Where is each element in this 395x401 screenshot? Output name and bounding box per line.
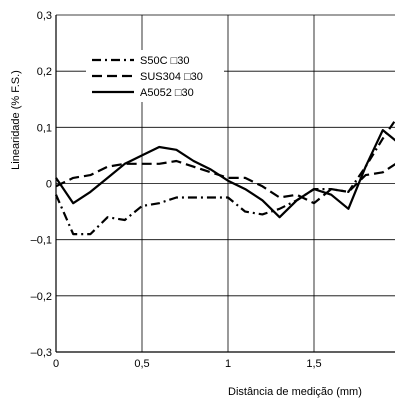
x-axis-label: Distância de medição (mm) — [228, 386, 362, 398]
y-tick-label: –0,1 — [31, 235, 52, 247]
series-lines — [54, 118, 395, 236]
x-tick-label: 0,5 — [134, 358, 149, 370]
series-line-2 — [55, 159, 395, 205]
x-tick-label: 1 — [225, 358, 231, 370]
legend: S50C □30 SUS304 □30 A5052 □30 — [86, 50, 224, 102]
legend-label-3: A5052 □30 — [140, 87, 194, 99]
series-line-1 — [54, 118, 395, 236]
plot-frame — [55, 15, 395, 353]
legend-label-1: S50C □30 — [140, 55, 189, 67]
y-tick-label: –0,2 — [31, 291, 52, 303]
y-tick-label: 0 — [46, 179, 52, 191]
y-tick-label: 0,1 — [37, 122, 52, 134]
y-axis-label: Linearidade (% F.S.) — [10, 70, 22, 170]
y-tick-label: 0,2 — [37, 66, 52, 78]
y-tick-label: 0,3 — [37, 10, 52, 22]
x-tick-label: 0 — [53, 358, 59, 370]
tick-labels: 00,511,520,30,20,10–0,1–0,2–0,3 — [31, 10, 322, 370]
legend-label-2: SUS304 □30 — [140, 71, 203, 83]
x-tick-label: 1,5 — [306, 358, 321, 370]
y-tick-label: –0,3 — [31, 347, 52, 359]
series-line-3 — [55, 129, 395, 219]
